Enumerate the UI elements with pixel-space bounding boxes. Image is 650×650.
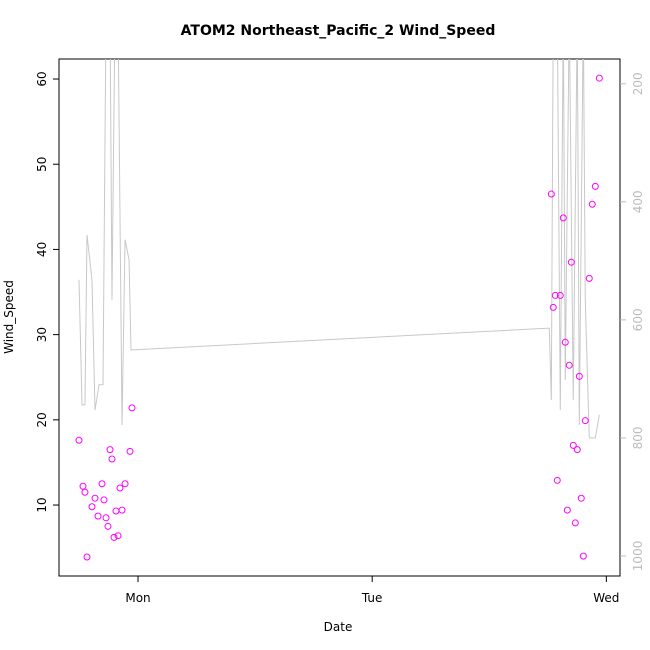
scatter-point (110, 533, 118, 541)
scatter-point (91, 494, 99, 502)
scatter-point (102, 514, 110, 522)
x-tick-label: Wed (593, 591, 619, 605)
scatter-point (581, 417, 589, 425)
scatter-point (114, 532, 122, 540)
scatter-point (549, 303, 557, 311)
y-tick-label: 60 (35, 71, 49, 86)
y2-tick-label: 400 (631, 190, 645, 213)
plot-area (75, 59, 603, 561)
scatter-point (577, 494, 585, 502)
scatter-point (563, 506, 571, 514)
scatter-point (126, 447, 134, 455)
scatter-point (128, 404, 136, 412)
scatter-point (83, 553, 91, 561)
scatter-point (121, 480, 129, 488)
y-tick-label: 20 (35, 412, 49, 427)
scatter-point (81, 488, 89, 496)
chart-title: ATOM2 Northeast_Pacific_2 Wind_Speed (181, 23, 496, 39)
scatter-point (588, 200, 596, 208)
y2-tick-label: 1000 (631, 541, 645, 572)
y-axis-label: Wind_Speed (2, 280, 16, 354)
y2-tick-label: 800 (631, 426, 645, 449)
x-tick-label: Tue (361, 591, 383, 605)
scatter-point (118, 506, 126, 514)
scatter-point (569, 441, 577, 449)
y-tick-label: 30 (35, 327, 49, 342)
scatter-point (565, 361, 573, 369)
x-axis-label: Date (324, 620, 353, 634)
scatter-point (100, 496, 108, 504)
y-tick-label: 10 (35, 497, 49, 512)
y2-tick-label: 600 (631, 308, 645, 331)
scatter-point (571, 519, 579, 527)
scatter-point (556, 291, 564, 299)
scatter-point (553, 476, 561, 484)
scatter-point (561, 338, 569, 346)
scatter-point (559, 214, 567, 222)
scatter-point (108, 455, 116, 463)
scatter-point (579, 552, 587, 560)
y-tick-label: 50 (35, 157, 49, 172)
scatter-point (547, 190, 555, 198)
scatter-point (595, 74, 603, 82)
scatter-point (591, 182, 599, 190)
scatter-point (98, 480, 106, 488)
scatter-point (94, 512, 102, 520)
scatter-point (88, 503, 96, 511)
scatter-point (79, 482, 87, 490)
x-tick-label: Mon (125, 591, 150, 605)
line-series (78, 59, 600, 439)
scatter-point (567, 258, 575, 266)
y2-tick-label: 200 (631, 72, 645, 95)
scatter-point (106, 446, 114, 454)
scatter-point (116, 484, 124, 492)
y-tick-label: 40 (35, 242, 49, 257)
scatter-point (551, 291, 559, 299)
scatter-point (575, 372, 583, 380)
scatter-point (75, 436, 83, 444)
scatter-point (585, 274, 593, 282)
plot-frame (58, 58, 621, 577)
scatter-point (104, 522, 112, 530)
scatter-point (573, 446, 581, 454)
